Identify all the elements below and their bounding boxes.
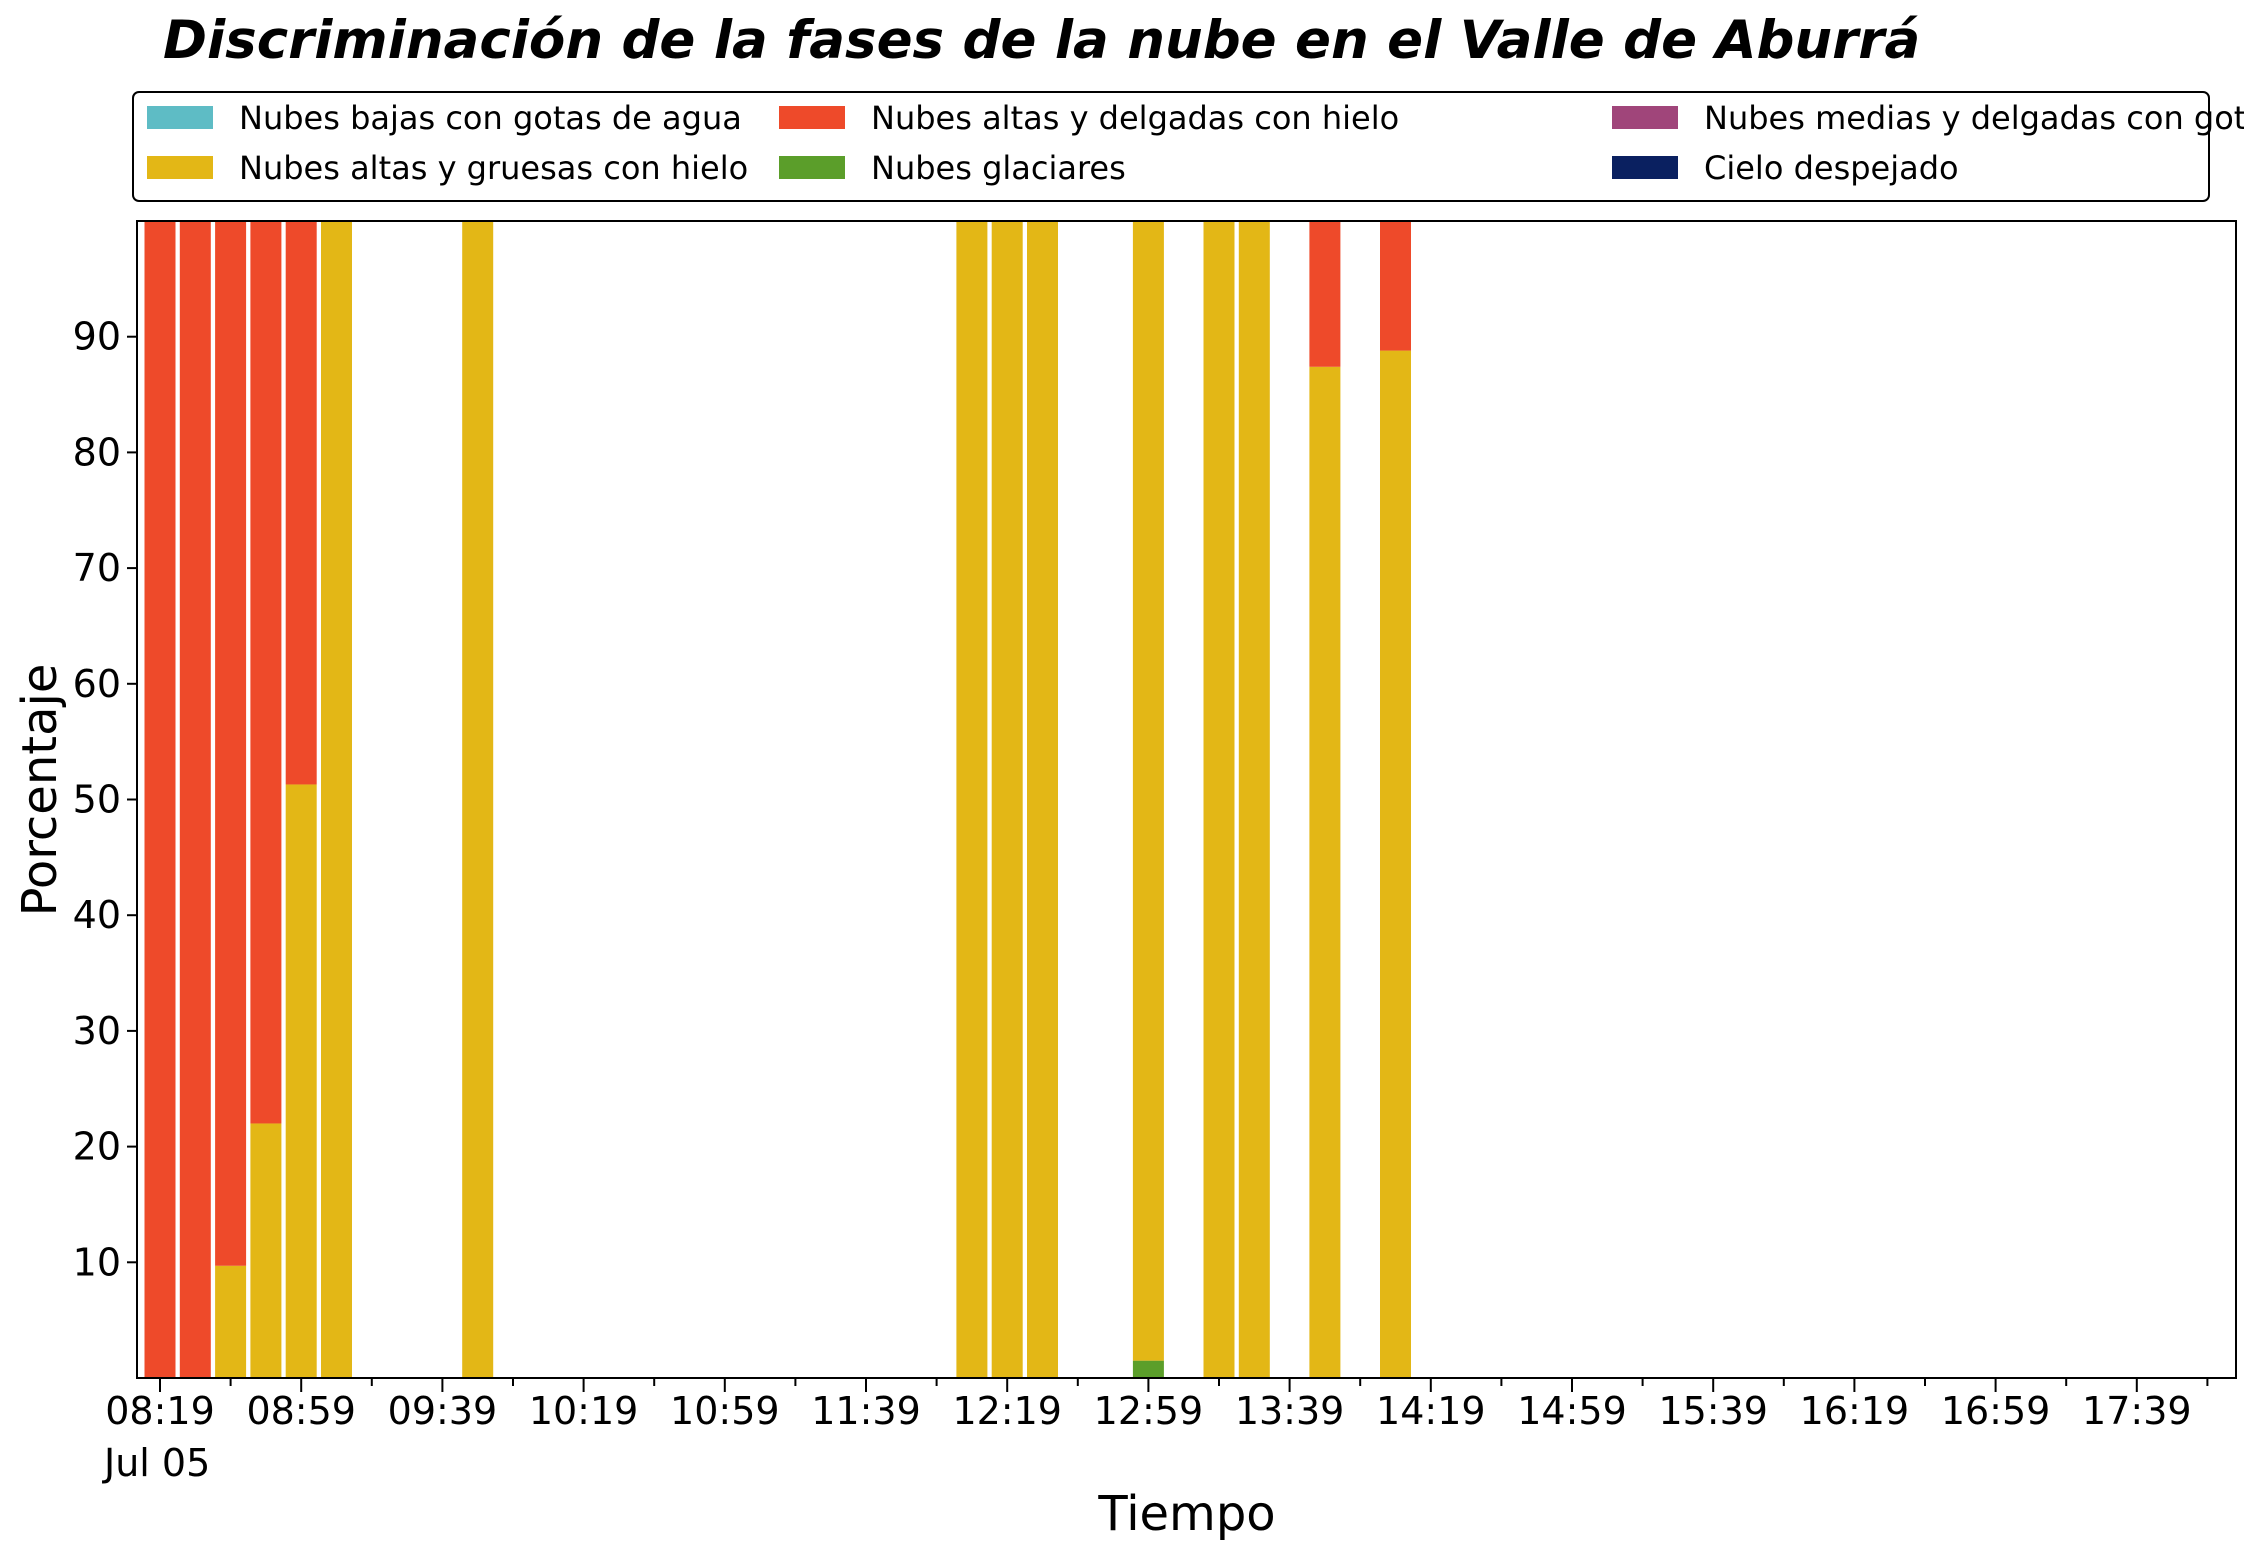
x-tick-label: 09:39 (388, 1389, 498, 1433)
chart-title: Discriminación de la fases de la nube en… (163, 10, 1920, 71)
x-tick-label: 11:39 (811, 1389, 921, 1433)
x-tick-label: 12:19 (952, 1389, 1062, 1433)
x-tick-label: 08:59 (246, 1389, 356, 1433)
y-tick-label: 30 (73, 1009, 121, 1053)
legend: Nubes bajas con gotas de agua Nubes altas… (132, 91, 2244, 202)
bar-segment (215, 221, 247, 1266)
y-tick-label: 20 (73, 1125, 121, 1169)
x-tick-label: 10:59 (670, 1389, 780, 1433)
bar-segment (215, 1265, 247, 1378)
bar-segment (1027, 221, 1058, 1378)
bars (144, 221, 1411, 1379)
x-tick-label: 08:19 (105, 1389, 215, 1433)
bar-segment (144, 221, 176, 1378)
y-axis: 10 20 30 40 50 60 70 80 90 (73, 315, 137, 1284)
legend-label: Cielo despejado (1704, 149, 1959, 187)
legend-label: Nubes altas y gruesas con hielo (239, 149, 748, 187)
bar-segment (250, 1123, 282, 1378)
x-axis-date-label: Jul 05 (102, 1441, 210, 1485)
bar-segment (1132, 1360, 1164, 1378)
legend-label: Nubes altas y delgadas con hielo (871, 99, 1399, 137)
bar-segment (285, 221, 317, 785)
legend-box (132, 91, 2210, 202)
bar-segment (991, 221, 1023, 1378)
y-tick-label: 80 (73, 430, 121, 474)
y-axis-label: Porcentaje (12, 664, 68, 917)
bar-segment (1309, 366, 1341, 1379)
bar-segment (1132, 221, 1164, 1361)
y-tick-label: 50 (73, 778, 121, 822)
bar-segment (956, 221, 988, 1378)
x-tick-label: 14:59 (1517, 1389, 1627, 1433)
bar-segment (462, 221, 494, 1378)
legend-swatch (1612, 106, 1678, 129)
bar-segment (1203, 221, 1235, 1378)
x-tick-label: 16:59 (1941, 1389, 2051, 1433)
y-tick-label: 60 (73, 662, 121, 706)
x-tick-label: 13:39 (1235, 1389, 1345, 1433)
bar-segment (321, 221, 352, 1378)
x-tick-label: 14:19 (1376, 1389, 1486, 1433)
legend-swatch (779, 106, 845, 129)
x-tick-label: 15:39 (1658, 1389, 1768, 1433)
y-tick-label: 40 (73, 893, 121, 937)
legend-swatch (147, 156, 213, 179)
x-axis: 08:19 08:59 09:39 10:19 10:59 11:39 12:19 12:59… (105, 1378, 2209, 1433)
y-tick-label: 90 (73, 315, 121, 359)
bar-segment (1309, 221, 1341, 367)
x-tick-label: 10:19 (529, 1389, 639, 1433)
bar-segment (285, 784, 317, 1378)
bar-segment (179, 221, 211, 1378)
legend-swatch (1612, 156, 1678, 179)
legend-swatch (779, 156, 845, 179)
x-tick-label: 12:59 (1094, 1389, 1204, 1433)
legend-label: Nubes bajas con gotas de agua (239, 99, 742, 137)
x-tick-label: 16:19 (1800, 1389, 1910, 1433)
y-tick-label: 70 (73, 546, 121, 590)
bar-segment (1238, 221, 1270, 1378)
plot-area (136, 220, 2237, 1379)
bar-segment (250, 221, 282, 1124)
x-tick-label: 17:39 (2082, 1389, 2192, 1433)
bar-segment (1380, 350, 1411, 1379)
bar-segment (1380, 221, 1411, 351)
legend-label: Nubes glaciares (871, 149, 1126, 187)
legend-swatch (147, 106, 213, 129)
legend-label: Nubes medias y delgadas con gotas de agu… (1704, 99, 2244, 137)
x-axis-label: Tiempo (1097, 1486, 1275, 1542)
y-tick-label: 10 (73, 1240, 121, 1284)
